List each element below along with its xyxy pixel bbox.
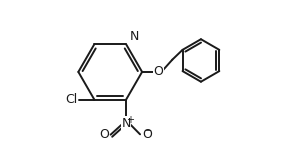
Text: +: +	[126, 115, 134, 125]
Text: O: O	[99, 128, 109, 141]
Text: N: N	[121, 117, 131, 130]
Text: −: −	[144, 126, 152, 136]
Text: O: O	[153, 65, 163, 78]
Text: O: O	[142, 128, 152, 141]
Text: Cl: Cl	[65, 93, 77, 106]
Text: N: N	[130, 30, 140, 43]
